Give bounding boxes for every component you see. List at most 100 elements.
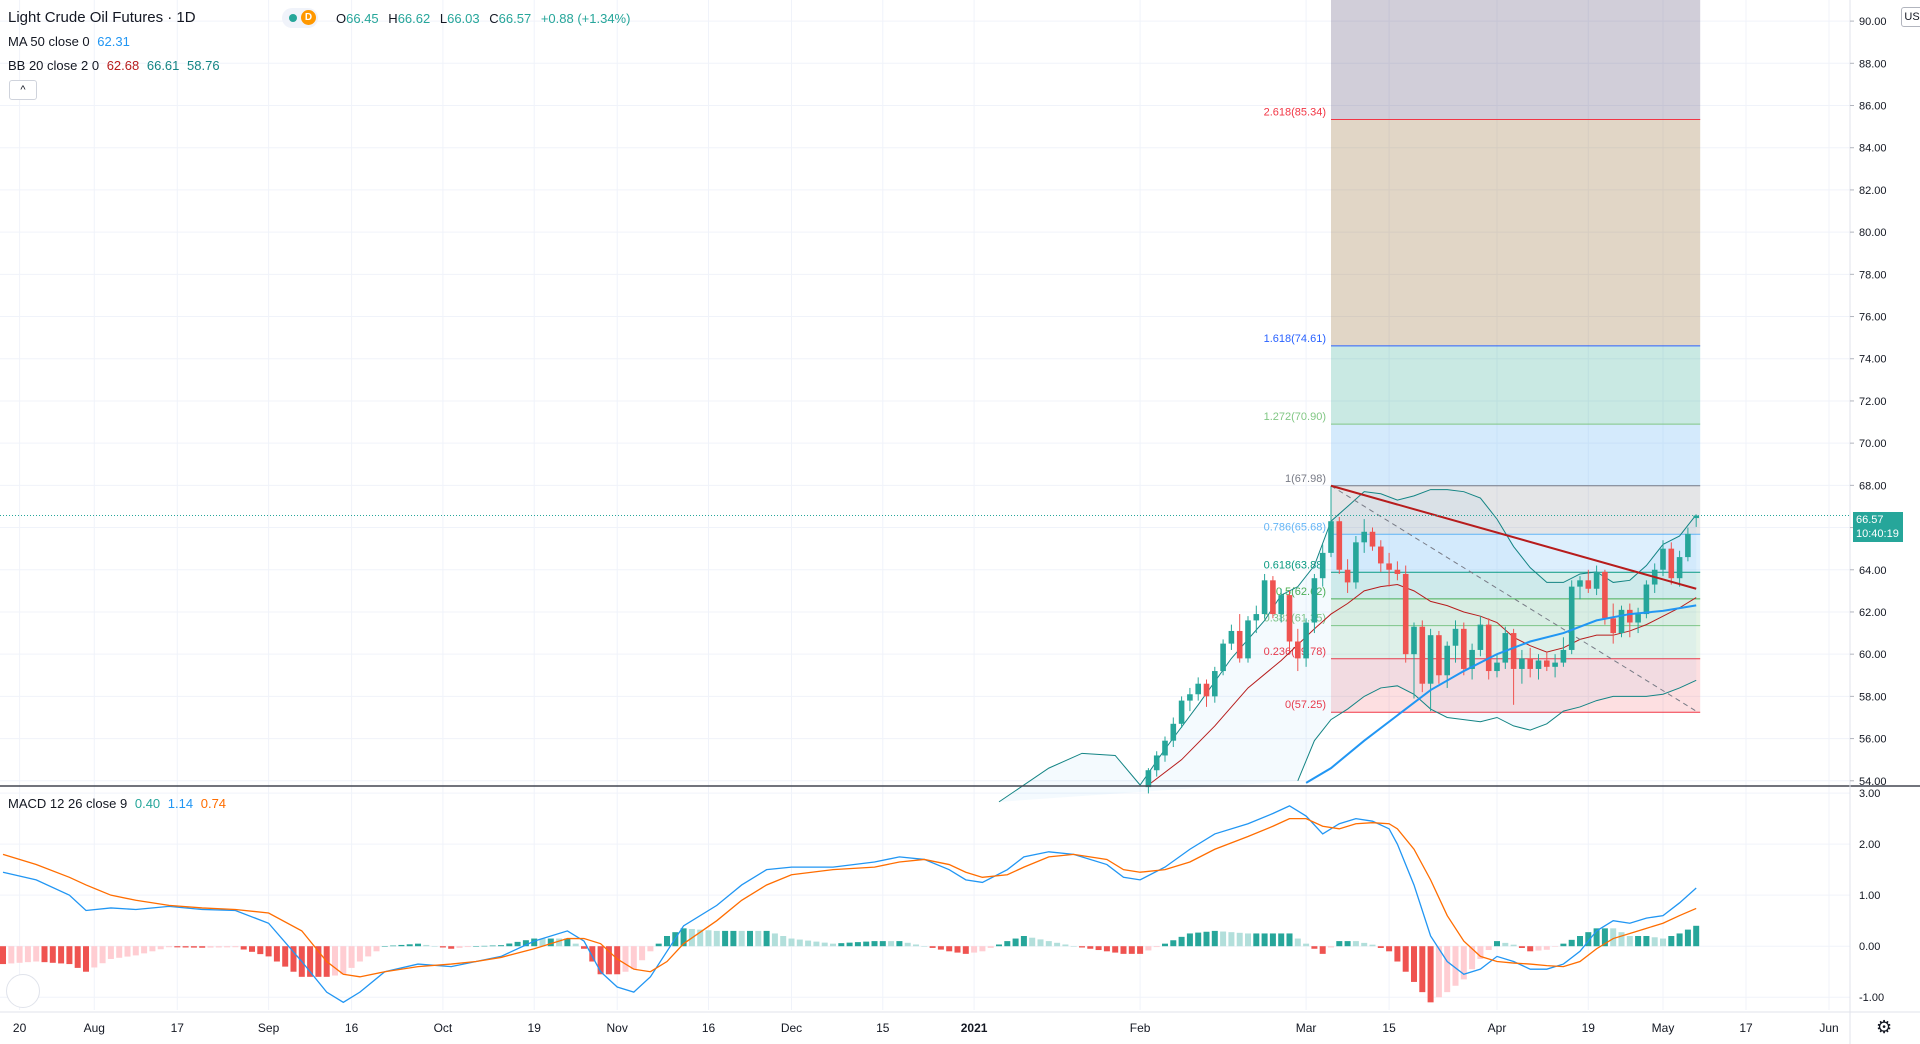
macd-histogram-bar — [547, 938, 554, 947]
macd-histogram-bar — [1585, 932, 1592, 947]
macd-histogram-bar — [1643, 936, 1650, 947]
macd-histogram-bar — [879, 941, 886, 947]
candle-body — [1469, 649, 1475, 669]
macd-histogram-bar — [597, 946, 604, 975]
macd-tick-label: 2.00 — [1859, 839, 1880, 851]
macd-histogram-bar — [1245, 933, 1251, 947]
macd-histogram-bar — [390, 945, 397, 947]
macd-histogram-bar — [1037, 939, 1044, 947]
candle-body — [1203, 683, 1210, 697]
change-value: +0.88 (+1.34%) — [540, 11, 631, 26]
macd-histogram-bar — [99, 946, 106, 964]
macd-histogram-bar — [581, 946, 587, 949]
macd-histogram-bar — [232, 946, 239, 948]
currency-button[interactable]: USD — [1901, 7, 1920, 27]
candle-body — [1328, 521, 1334, 553]
macd-histogram-bar — [149, 946, 156, 952]
macd-histogram-bar — [805, 940, 812, 947]
delayed-data-icon: D — [301, 10, 316, 25]
candle-body — [1220, 643, 1226, 672]
macd-histogram-bar — [1261, 933, 1268, 947]
price-tick-label: 54.00 — [1859, 776, 1887, 788]
macd-histogram-bar — [464, 946, 471, 948]
candle-body — [1485, 624, 1492, 672]
macd-histogram-bar — [987, 946, 994, 948]
time-tick-label: 15 — [876, 1021, 890, 1035]
macd-histogram-bar — [1278, 933, 1285, 947]
candle-body — [1361, 531, 1367, 543]
macd-histogram-bar — [788, 938, 795, 947]
ma-legend[interactable]: MA 50 close 0 62.31 — [8, 34, 134, 49]
macd-histogram-bar — [722, 930, 729, 947]
close-label: C — [489, 11, 499, 26]
macd-histogram-bar — [282, 946, 289, 967]
macd-histogram-bar — [1386, 946, 1393, 952]
macd-histogram-bar — [622, 946, 629, 972]
macd-histogram-bar — [871, 941, 878, 947]
bar-countdown: 10:40:19 — [1856, 528, 1899, 540]
candle-body — [1502, 633, 1509, 663]
candle-body — [1618, 609, 1625, 634]
macd-histogram-bar — [564, 938, 571, 947]
macd-histogram-bar — [589, 946, 596, 962]
macd-histogram-bar — [771, 933, 778, 947]
candle-body — [1693, 515, 1699, 519]
time-tick-label: 16 — [702, 1021, 716, 1035]
fib-level-label-1: 1(67.98) — [1285, 473, 1326, 485]
candle-body — [1411, 626, 1417, 655]
macd-histogram-bar — [1112, 946, 1119, 953]
candle-body — [1170, 723, 1177, 741]
market-status-badge[interactable]: D — [282, 8, 318, 28]
fib-level-label-0.618: 0.618(63.88) — [1264, 559, 1326, 571]
gear-icon[interactable]: ⚙ — [1876, 1017, 1893, 1037]
macd-histogram-bar — [605, 946, 612, 975]
candle-body — [1510, 633, 1517, 669]
macd-histogram-bar — [1079, 946, 1085, 948]
time-tick-label: 17 — [171, 1021, 185, 1035]
macd-histogram-bar — [1352, 941, 1359, 947]
price-tick-label: 84.00 — [1859, 143, 1887, 155]
macd-histogram-bar — [821, 942, 828, 947]
candle-body — [1668, 548, 1675, 579]
macd-histogram-bar — [1311, 946, 1318, 949]
macd-histogram-bar — [1012, 938, 1019, 947]
candle-body — [1353, 542, 1359, 583]
candle-body — [1344, 569, 1351, 583]
macd-histogram-bar — [340, 946, 347, 975]
candles — [1145, 485, 1699, 794]
macd-histogram-bar — [439, 946, 446, 948]
high-value: 66.62 — [397, 11, 431, 26]
open-value: 66.45 — [346, 11, 379, 26]
candle-body — [1560, 649, 1567, 663]
candle-body — [1286, 595, 1293, 642]
time-tick-label: May — [1652, 1021, 1675, 1035]
macd-histogram-bar — [1336, 941, 1343, 947]
symbol-title: Light Crude Oil Futures · 1D — [8, 9, 200, 26]
time-tick-label: Nov — [607, 1021, 628, 1035]
macd-legend[interactable]: MACD 12 26 close 9 0.40 1.14 0.74 — [8, 796, 230, 811]
fib-level-label-1.272: 1.272(70.90) — [1264, 411, 1326, 423]
time-tick-label: 17 — [1739, 1021, 1753, 1035]
collapse-legend-button[interactable]: ^ — [9, 80, 37, 100]
fib-zone-2.618 — [1331, 0, 1701, 120]
chevron-up-icon: ^ — [20, 84, 26, 96]
time-tick-label: 16 — [345, 1021, 359, 1035]
bb-legend[interactable]: BB 20 close 2 0 62.68 66.61 58.76 — [8, 58, 224, 73]
candle-body — [1195, 683, 1201, 695]
macd-histogram-bar — [406, 944, 413, 947]
candle-body — [1494, 662, 1500, 672]
candle-body — [1245, 620, 1251, 659]
price-tick-label: 82.00 — [1859, 185, 1887, 197]
time-tick-label: Dec — [781, 1021, 802, 1035]
macd-histogram-bar — [49, 946, 56, 963]
scroll-to-realtime-button[interactable] — [6, 974, 40, 1008]
macd-histogram-bar — [1103, 946, 1110, 952]
macd-label: MACD 12 26 close 9 — [8, 796, 128, 811]
macd-histogram-bar — [780, 936, 787, 947]
macd-histogram-bar — [224, 946, 231, 948]
macd-histogram-bar — [1460, 946, 1467, 980]
candle-body — [1568, 586, 1575, 650]
macd-histogram-bar — [572, 943, 579, 947]
fib-level-label-0.236: 0.236(59.78) — [1264, 646, 1326, 658]
